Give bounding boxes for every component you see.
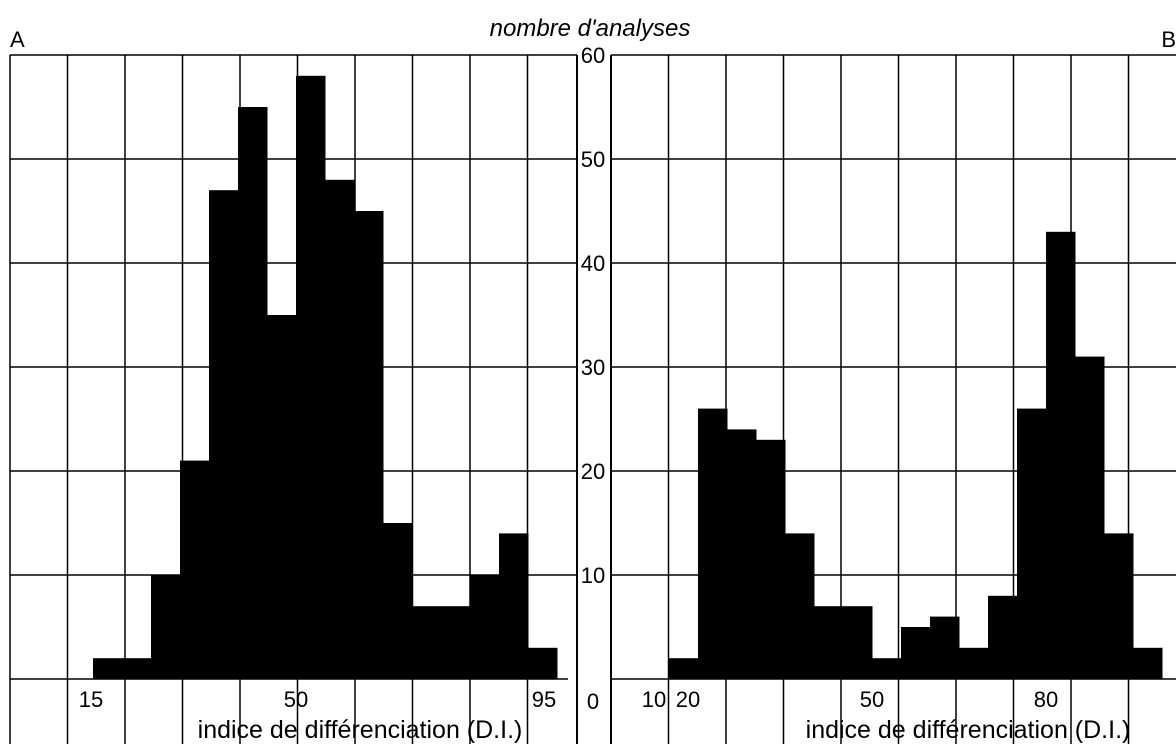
bar-panel-b: [901, 627, 931, 679]
x-tick-label: 50: [284, 687, 308, 712]
bar-panel-b: [814, 606, 844, 679]
bar-panel-b: [930, 616, 960, 679]
bar-panel-b: [698, 408, 728, 679]
x-axis-title: indice de différenciation (D.I.): [806, 716, 1131, 744]
x-axis-title: indice de différenciation (D.I.): [198, 716, 523, 744]
bar-panel-b: [1075, 356, 1105, 679]
x-tick-label: 15: [79, 687, 103, 712]
panel-label-a: A: [10, 27, 25, 52]
bar-panel-b: [727, 429, 757, 679]
y-tick-label: 30: [581, 355, 605, 380]
bar-panel-a: [325, 179, 355, 680]
y-tick-label: 0: [587, 689, 599, 714]
bar-panel-b: [1046, 231, 1076, 680]
bar-panel-b: [1133, 647, 1163, 679]
bar-panel-b: [756, 439, 786, 679]
y-tick-label: 20: [581, 459, 605, 484]
bar-panel-b: [843, 606, 873, 679]
bar-panel-a: [354, 211, 384, 679]
bar-panel-a: [209, 190, 239, 679]
x-tick-label: 50: [860, 687, 884, 712]
x-tick-label: 80: [1034, 687, 1058, 712]
x-tick-label: 20: [676, 687, 700, 712]
bar-panel-b: [1017, 408, 1047, 679]
bar-panel-a: [383, 523, 413, 679]
bar-panel-b: [959, 647, 989, 679]
bar-panel-b: [669, 658, 699, 679]
bar-panel-a: [180, 460, 210, 679]
bar-panel-a: [238, 107, 268, 679]
bars: [93, 75, 1163, 680]
x-tick-label: 10: [642, 687, 666, 712]
bar-panel-a: [470, 575, 500, 679]
bar-panel-a: [151, 575, 181, 679]
bar-panel-a: [441, 606, 471, 679]
bar-panel-a: [267, 315, 297, 679]
bar-panel-a: [296, 75, 326, 680]
bar-panel-a: [412, 606, 442, 679]
bar-panel-b: [785, 533, 815, 679]
bar-panel-b: [988, 595, 1018, 679]
panel-label-b: B: [1161, 27, 1176, 52]
bar-panel-b: [1104, 533, 1134, 679]
x-tick-label: 95: [532, 687, 556, 712]
y-tick-label: 10: [581, 563, 605, 588]
bar-panel-b: [872, 658, 902, 679]
bar-panel-a: [499, 533, 529, 679]
bar-panel-a: [528, 647, 558, 679]
y-tick-label: 60: [581, 43, 605, 68]
bar-panel-a: [122, 658, 152, 679]
y-tick-label: 50: [581, 147, 605, 172]
y-tick-label: 40: [581, 251, 605, 276]
y-axis-title: nombre d'analyses: [490, 15, 691, 42]
bar-panel-a: [93, 658, 123, 679]
